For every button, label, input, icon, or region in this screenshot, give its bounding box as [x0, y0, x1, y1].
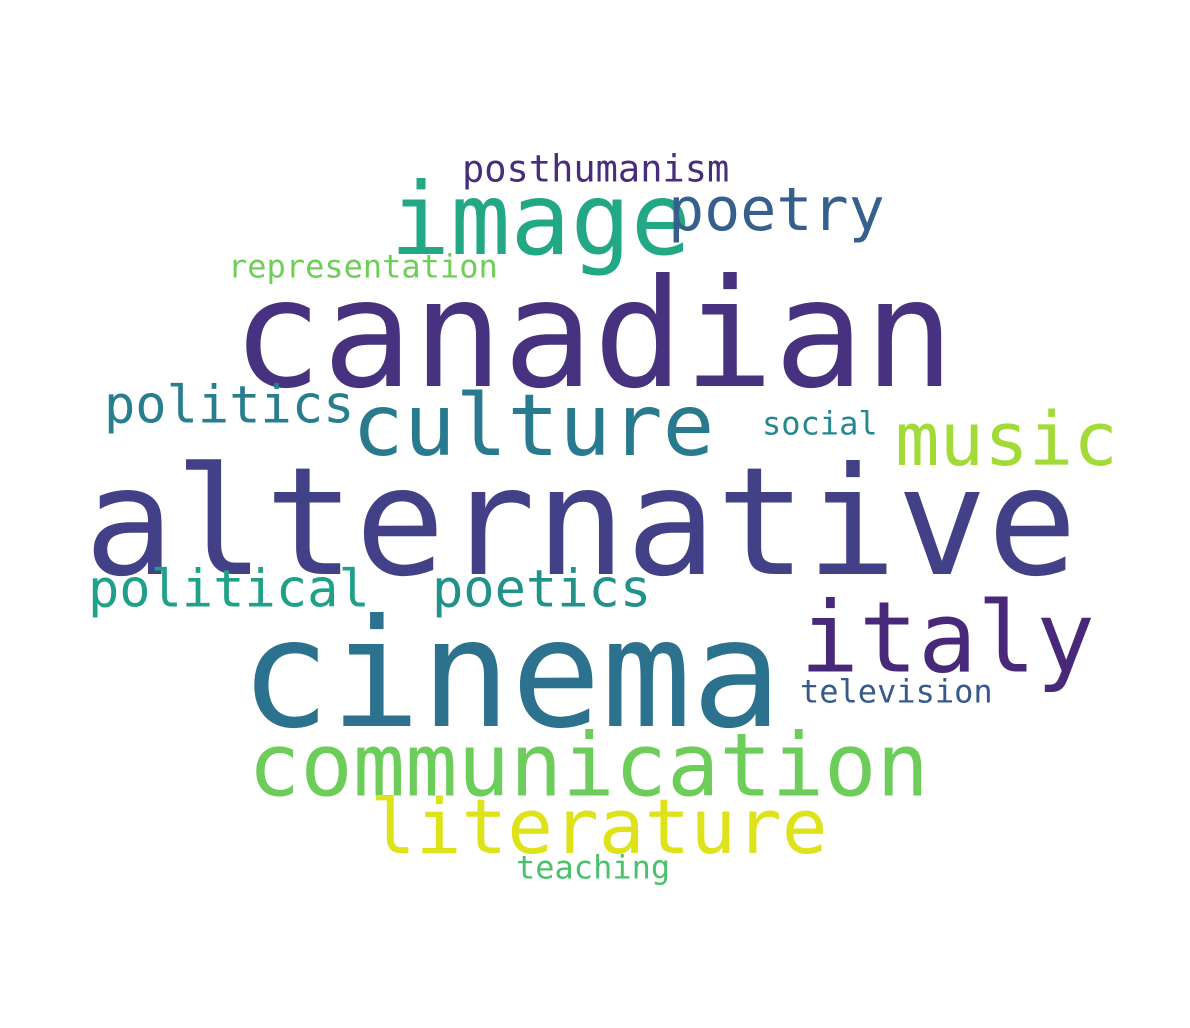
word-poetry: poetry — [668, 175, 885, 245]
word-social: social — [762, 404, 878, 443]
word-poetics: poetics — [432, 559, 652, 620]
word-literature: literature — [370, 782, 828, 872]
word-political: political — [88, 559, 370, 620]
word-music: music — [895, 396, 1118, 483]
word-television: television — [800, 672, 993, 711]
word-culture: culture — [352, 376, 715, 477]
word-alternative: alternative — [84, 436, 1078, 610]
word-cinema: cinema — [240, 588, 782, 762]
word-politics: politics — [104, 375, 355, 436]
word-italy: italy — [800, 581, 1096, 696]
word-posthumanism: posthumanism — [462, 147, 730, 191]
word-teaching: teaching — [516, 848, 671, 887]
word-communication: communication — [248, 714, 929, 817]
word-image: image — [390, 161, 692, 278]
word-representation: representation — [228, 247, 498, 286]
word-canadian: canadian — [232, 248, 955, 422]
